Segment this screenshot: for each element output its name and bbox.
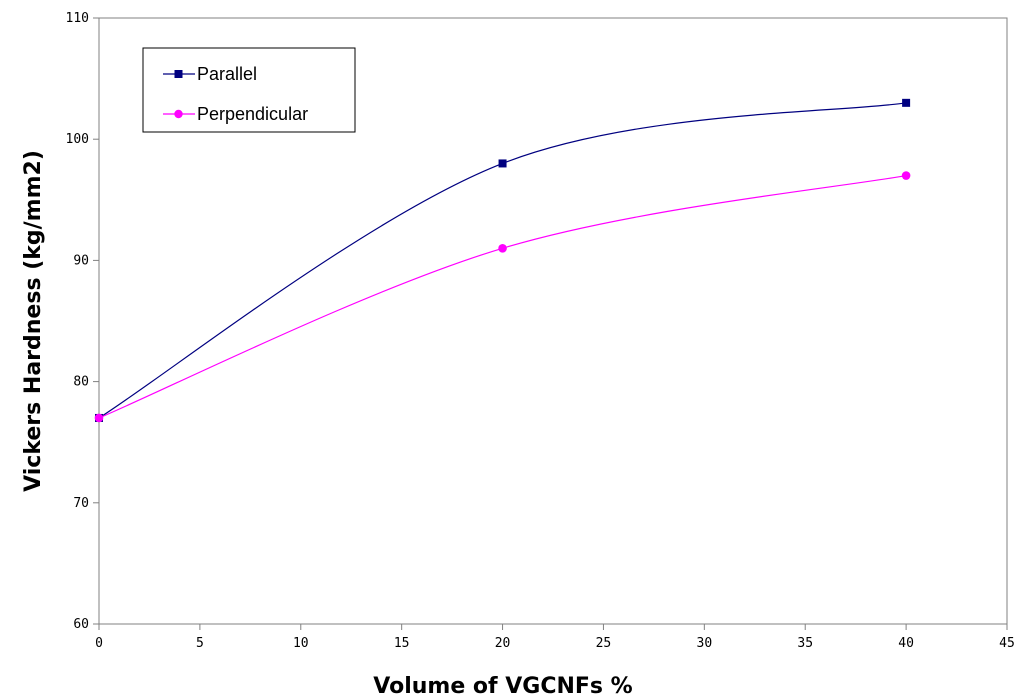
data-point-1-1 (498, 243, 507, 253)
x-axis: 0 5 10 15 20 25 30 35 40 45 (95, 624, 1015, 651)
data-point-0-2 (902, 98, 911, 107)
x-tick-label: 35 (797, 636, 813, 651)
y-tick-label: 80 (73, 375, 89, 390)
legend: Parallel Perpendicular (142, 47, 356, 133)
x-tick-label: 15 (394, 636, 410, 651)
y-axis: 60 70 80 90 100 110 (66, 11, 99, 632)
data-point-1-2 (901, 171, 911, 180)
x-tick-label: 20 (495, 636, 511, 651)
y-axis-title: Vickers Hardness (kg/mm2) (21, 150, 46, 492)
x-tick-label: 25 (596, 636, 612, 651)
x-tick-label: 5 (196, 636, 204, 651)
legend-marker-perpendicular (174, 109, 183, 119)
y-tick-label: 110 (66, 11, 89, 26)
series-layer (94, 98, 911, 423)
y-tick-label: 100 (66, 132, 89, 147)
x-tick-label: 45 (999, 636, 1015, 651)
x-tick-label: 40 (898, 636, 914, 651)
y-tick-label: 70 (73, 496, 89, 511)
y-tick-label: 60 (73, 617, 89, 632)
x-axis-title: Volume of VGCNFs % (373, 674, 632, 699)
legend-label-perpendicular: Perpendicular (197, 104, 308, 124)
legend-label-parallel: Parallel (197, 64, 257, 84)
x-tick-label: 10 (293, 636, 309, 651)
data-point-1-0 (94, 413, 104, 423)
legend-marker-parallel (174, 70, 183, 78)
y-tick-label: 90 (73, 253, 89, 268)
x-tick-label: 0 (95, 636, 103, 651)
x-tick-label: 30 (697, 636, 713, 651)
data-point-0-1 (498, 159, 507, 168)
